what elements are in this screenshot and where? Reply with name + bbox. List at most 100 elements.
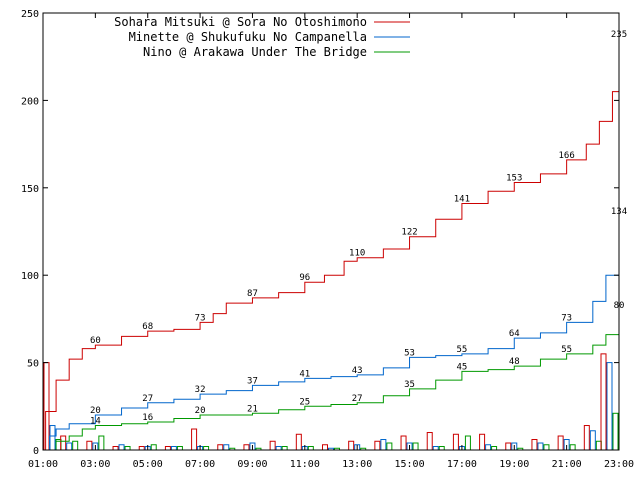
y-tick-label: 0 bbox=[33, 446, 39, 457]
y-tick-label: 150 bbox=[21, 184, 39, 195]
point-label: 73 bbox=[561, 313, 572, 323]
point-label: 20 bbox=[90, 406, 101, 416]
x-tick-label: 13:00 bbox=[342, 459, 372, 470]
point-label: 110 bbox=[349, 249, 365, 259]
point-label: 96 bbox=[299, 273, 310, 283]
point-label: 55 bbox=[561, 345, 572, 355]
hourly-bar bbox=[66, 442, 73, 451]
hourly-bar bbox=[374, 440, 381, 451]
series-line bbox=[43, 215, 620, 451]
hourly-bar bbox=[164, 446, 171, 451]
x-tick-label: 15:00 bbox=[394, 459, 424, 470]
hourly-bar bbox=[589, 430, 596, 451]
hourly-bar bbox=[322, 444, 328, 451]
point-label: 122 bbox=[401, 228, 417, 238]
hourly-bar bbox=[432, 446, 439, 451]
hourly-bar bbox=[203, 446, 210, 451]
hourly-bar bbox=[531, 439, 538, 451]
point-label: 27 bbox=[352, 394, 363, 404]
point-label: 153 bbox=[506, 174, 522, 184]
point-label: 64 bbox=[509, 329, 520, 339]
hourly-bar bbox=[464, 435, 471, 451]
hourly-bar bbox=[537, 442, 544, 451]
hourly-bar bbox=[386, 442, 393, 451]
point-label: 20 bbox=[195, 406, 206, 416]
hourly-bar bbox=[606, 362, 613, 451]
point-label: 45 bbox=[456, 362, 467, 372]
plot-frame bbox=[42, 12, 620, 451]
hourly-bar bbox=[600, 353, 607, 451]
hourly-bar bbox=[583, 425, 590, 451]
hourly-bar bbox=[400, 435, 407, 451]
x-tick-label: 19:00 bbox=[499, 459, 529, 470]
hourly-bar bbox=[72, 440, 79, 451]
series-line bbox=[43, 310, 620, 451]
point-label: 27 bbox=[142, 394, 153, 404]
point-label: 87 bbox=[247, 289, 258, 299]
hourly-bar bbox=[176, 446, 183, 451]
y-tick-label: 50 bbox=[27, 359, 39, 370]
y-tick-label: 100 bbox=[21, 271, 39, 282]
x-tick-label: 17:00 bbox=[447, 459, 477, 470]
x-tick-label: 09:00 bbox=[237, 459, 267, 470]
point-label: 41 bbox=[299, 369, 310, 379]
x-tick-label: 03:00 bbox=[80, 459, 110, 470]
hourly-bar bbox=[124, 446, 131, 451]
hourly-bar bbox=[112, 446, 119, 451]
legend-label: Minette @ Shukufuku No Campanella bbox=[129, 30, 367, 44]
point-label: 60 bbox=[90, 336, 101, 346]
y-tick-label: 250 bbox=[21, 9, 39, 20]
series-lines bbox=[43, 39, 620, 451]
hourly-bar bbox=[150, 444, 157, 451]
hourly-bar bbox=[380, 439, 387, 451]
point-label: 166 bbox=[559, 151, 575, 161]
hourly-bar bbox=[452, 433, 459, 451]
hourly-bar bbox=[612, 412, 619, 451]
legend-label: Nino @ Arakawa Under The Bridge bbox=[143, 45, 367, 59]
hourly-bar bbox=[243, 444, 250, 451]
hourly-bar bbox=[412, 442, 419, 451]
point-label: 16 bbox=[142, 413, 153, 423]
legend: Sohara Mitsuki @ Sora No OtoshimonoMinet… bbox=[114, 15, 410, 59]
hourly-bar bbox=[191, 428, 198, 451]
point-label: 37 bbox=[247, 376, 258, 386]
point-label: 48 bbox=[509, 357, 520, 367]
hourly-bar bbox=[269, 440, 276, 451]
hourly-bars bbox=[43, 353, 619, 451]
hourly-bar bbox=[485, 444, 492, 451]
hourly-bar bbox=[426, 432, 433, 451]
point-label: 32 bbox=[195, 385, 206, 395]
hourly-bar bbox=[505, 442, 512, 451]
hourly-bar bbox=[438, 446, 445, 451]
point-label: 21 bbox=[247, 404, 258, 414]
point-label: 55 bbox=[456, 345, 467, 355]
point-label: 68 bbox=[142, 322, 153, 332]
series-line bbox=[43, 39, 620, 451]
hourly-bar bbox=[138, 446, 145, 451]
y-tick-label: 200 bbox=[21, 96, 39, 107]
hourly-bar bbox=[543, 444, 550, 451]
x-tick-label: 21:00 bbox=[552, 459, 582, 470]
point-label: 141 bbox=[454, 195, 470, 205]
hourly-bar bbox=[281, 446, 288, 451]
hourly-bar bbox=[479, 433, 486, 451]
x-tick-label: 05:00 bbox=[133, 459, 163, 470]
point-label: 43 bbox=[352, 366, 363, 376]
hourly-bar bbox=[223, 444, 230, 451]
hourly-bar bbox=[348, 440, 355, 451]
hourly-bar bbox=[557, 435, 564, 451]
hourly-bar bbox=[491, 446, 498, 451]
hourly-bar bbox=[170, 446, 177, 451]
hourly-bar bbox=[217, 444, 224, 451]
hourly-bar bbox=[86, 440, 93, 451]
x-tick-label: 01:00 bbox=[28, 459, 58, 470]
legend-label: Sohara Mitsuki @ Sora No Otoshimono bbox=[114, 15, 367, 29]
hourly-bar bbox=[43, 362, 50, 451]
axes: 0 50 100 150 200 250 01:00 03:00 05:00 07:00 09:00… bbox=[21, 9, 634, 470]
x-tick-label: 11:00 bbox=[290, 459, 320, 470]
hourly-bar bbox=[295, 433, 302, 451]
hourly-bar bbox=[98, 435, 105, 451]
x-tick-label: 23:00 bbox=[604, 459, 634, 470]
